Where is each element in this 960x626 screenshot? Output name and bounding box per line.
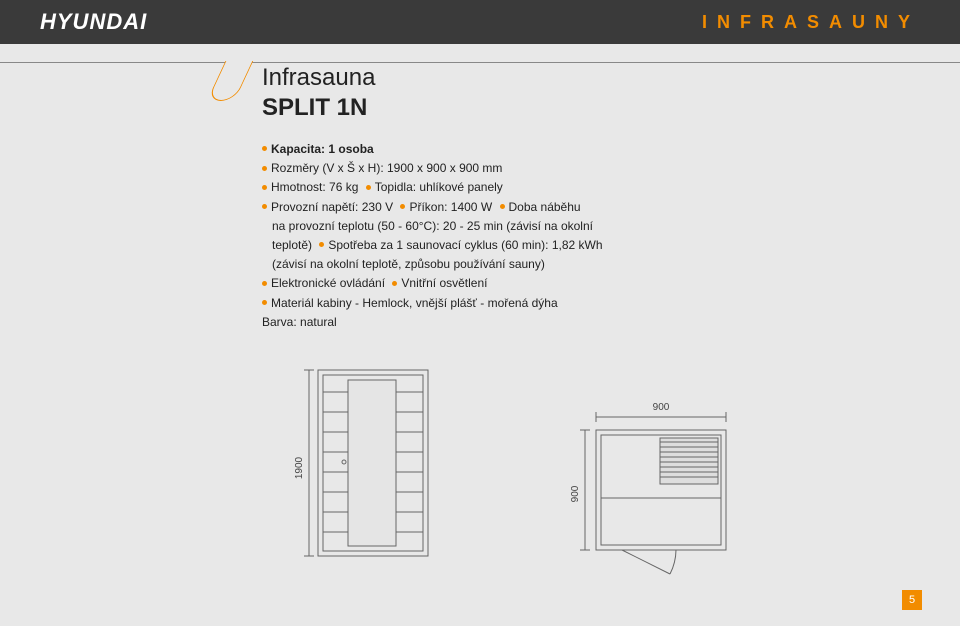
front-elevation-drawing: 1900 (290, 362, 450, 572)
content-block: Infrasauna SPLIT 1N Kapacita: 1 osoba Ro… (262, 64, 902, 332)
spec-ramp-detail: na provozní teplotu (50 - 60°C): 20 - 25… (262, 217, 902, 236)
dim-height: 1900 (294, 456, 305, 479)
spec-voltage: Provozní napětí: 230 V (271, 200, 393, 214)
diagrams-area: 1900 (290, 362, 840, 582)
spec-color-label: Barva: (262, 315, 297, 329)
spec-power: Příkon: 1400 W (409, 200, 492, 214)
divider-line (0, 62, 960, 63)
spec-color-value: natural (300, 315, 337, 329)
bullet-icon (262, 281, 267, 286)
plan-drawing: 900 900 (550, 402, 780, 582)
spec-ramp-detail2: teplotě) (262, 238, 312, 252)
page-number-value: 5 (909, 594, 915, 606)
brand-logo: HYUNDAI (40, 9, 147, 35)
bullet-icon (500, 204, 505, 209)
bullet-icon (392, 281, 397, 286)
bullet-icon (262, 204, 267, 209)
spec-list: Kapacita: 1 osoba Rozměry (V x Š x H): 1… (262, 140, 902, 332)
spec-consumption-detail: (závisí na okolní teplotě, způsobu použí… (262, 255, 902, 274)
spec-weight: Hmotnost: 76 kg (271, 180, 358, 194)
bullet-icon (262, 300, 267, 305)
bullet-icon (319, 242, 324, 247)
bullet-icon (262, 166, 267, 171)
spec-capacity: Kapacita: 1 osoba (271, 142, 374, 156)
spec-dimensions: Rozměry (V x Š x H): 1900 x 900 x 900 mm (271, 161, 502, 175)
category-label: INFRASAUNY (702, 12, 920, 33)
product-title: SPLIT 1N (262, 94, 902, 122)
header-bar: HYUNDAI INFRASAUNY (0, 0, 960, 44)
bullet-icon (262, 146, 267, 151)
bullet-icon (400, 204, 405, 209)
spec-heaters: Topidla: uhlíkové panely (375, 180, 503, 194)
dim-depth: 900 (570, 485, 581, 502)
dim-width: 900 (653, 402, 670, 413)
spec-consumption: Spotřeba za 1 saunovací cyklus (60 min):… (328, 238, 602, 252)
product-pretitle: Infrasauna (262, 64, 902, 92)
spec-control: Elektronické ovládání (271, 276, 385, 290)
spec-ramp-label: Doba náběhu (509, 200, 581, 214)
spec-lighting: Vnitřní osvětlení (401, 276, 487, 290)
spec-material: Materiál kabiny - Hemlock, vnější plášť … (271, 296, 558, 310)
bullet-icon (262, 185, 267, 190)
bullet-icon (366, 185, 371, 190)
page-number: 5 (902, 590, 922, 610)
tab-ornament (207, 61, 254, 101)
